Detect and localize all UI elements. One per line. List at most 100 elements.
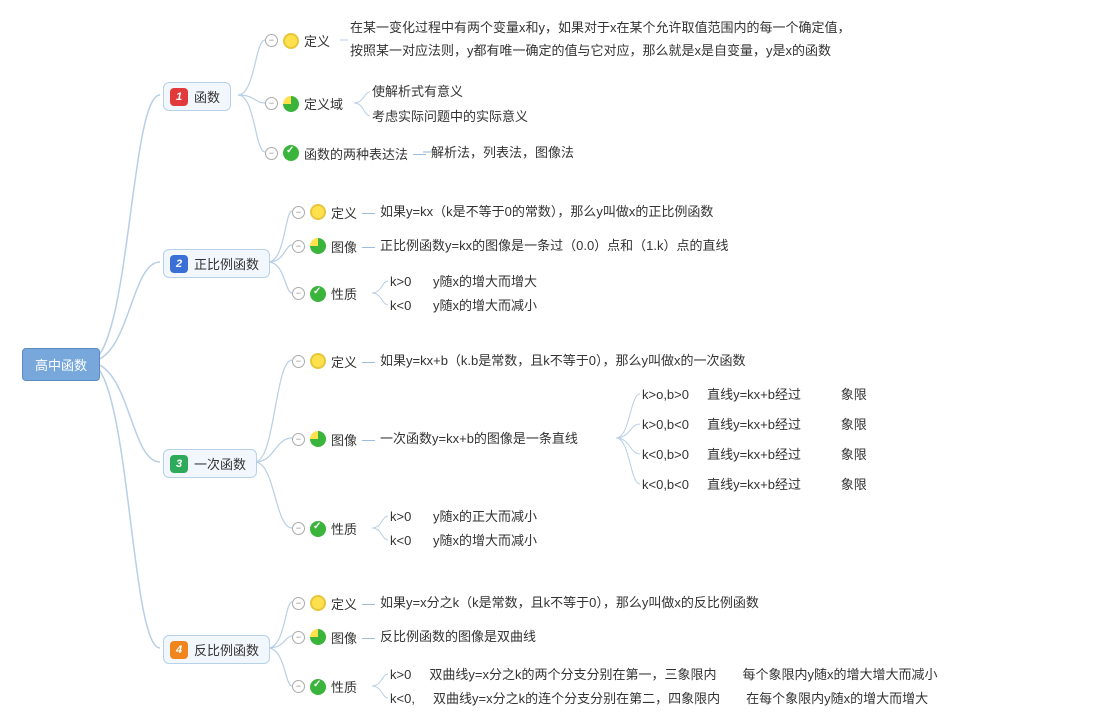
main-node-3[interactable]: 3 一次函数 bbox=[163, 449, 257, 478]
check-icon bbox=[283, 145, 299, 161]
toggle-icon[interactable]: − bbox=[292, 680, 305, 693]
sub-label: 定义 bbox=[331, 352, 357, 371]
toggle-icon[interactable]: − bbox=[292, 206, 305, 219]
main-node-4[interactable]: 4 反比例函数 bbox=[163, 635, 270, 664]
main-node-2[interactable]: 2 正比例函数 bbox=[163, 249, 270, 278]
sub-label: 函数的两种表达法 bbox=[304, 144, 408, 163]
cond: k<0, bbox=[390, 691, 415, 706]
leaf-text: 一次函数y=kx+b的图像是一条直线 bbox=[380, 429, 578, 450]
mid: 直线y=kx+b经过 bbox=[707, 417, 801, 432]
pie-icon bbox=[283, 96, 299, 112]
desc: y随x的正大而减小 bbox=[433, 509, 537, 524]
toggle-icon[interactable]: − bbox=[265, 34, 278, 47]
sub-label: 定义 bbox=[331, 594, 357, 613]
dash: — bbox=[362, 239, 375, 254]
check-icon bbox=[310, 286, 326, 302]
leaf-row: k>o,b>0 直线y=kx+b经过 象限 bbox=[642, 385, 867, 406]
leaf-text: 如果y=kx（k是不等于0的常数），那么y叫做x的正比例函数 bbox=[380, 202, 713, 223]
desc: y随x的增大而增大 bbox=[433, 274, 537, 289]
toggle-icon[interactable]: − bbox=[265, 147, 278, 160]
root-node[interactable]: 高中函数 bbox=[22, 348, 100, 381]
leaf-row: k>0 y随x的正大而减小 bbox=[390, 507, 537, 528]
leaf-text: 正比例函数y=kx的图像是一条过（0.0）点和（1.k）点的直线 bbox=[380, 236, 729, 257]
pie-icon bbox=[310, 238, 326, 254]
toggle-icon[interactable]: − bbox=[265, 97, 278, 110]
leaf-row: k>0,b<0 直线y=kx+b经过 象限 bbox=[642, 415, 867, 436]
toggle-icon[interactable]: − bbox=[292, 522, 305, 535]
yellow-icon bbox=[283, 33, 299, 49]
root-label: 高中函数 bbox=[35, 358, 87, 373]
dash: — bbox=[362, 205, 375, 220]
cond: k<0 bbox=[390, 298, 411, 313]
toggle-icon[interactable]: − bbox=[292, 597, 305, 610]
pie-icon bbox=[310, 629, 326, 645]
leaf-text: 使解析式有意义 bbox=[372, 82, 463, 103]
sub-2-0[interactable]: − 定义 — 如果y=kx（k是不等于0的常数），那么y叫做x的正比例函数 bbox=[292, 202, 713, 223]
sub-label: 图像 bbox=[331, 628, 357, 647]
leaf-row: k<0 y随x的增大而减小 bbox=[390, 531, 537, 552]
mid: 直线y=kx+b经过 bbox=[707, 447, 801, 462]
desc: 双曲线y=x分之k的连个分支分别在第二，四象限内 在每个象限内y随x的增大而增大 bbox=[433, 691, 928, 706]
main-label-3: 一次函数 bbox=[194, 454, 246, 473]
sub-label: 定义 bbox=[304, 31, 330, 50]
num-icon-4: 4 bbox=[170, 641, 188, 659]
leaf-text: 考虑实际问题中的实际意义 bbox=[372, 107, 528, 128]
dash: — bbox=[362, 432, 375, 447]
leaf-text: 反比例函数的图像是双曲线 bbox=[380, 627, 536, 648]
sub-label: 性质 bbox=[331, 284, 357, 303]
main-node-1[interactable]: 1 函数 bbox=[163, 82, 231, 111]
main-label-2: 正比例函数 bbox=[194, 254, 259, 273]
check-icon bbox=[310, 679, 326, 695]
sub-3-1[interactable]: − 图像 — 一次函数y=kx+b的图像是一条直线 bbox=[292, 429, 578, 450]
sub-label: 图像 bbox=[331, 237, 357, 256]
cond: k<0,b>0 bbox=[642, 447, 689, 462]
sub-3-0[interactable]: − 定义 — 如果y=kx+b（k.b是常数，且k不等于0），那么y叫做x的一次… bbox=[292, 351, 746, 372]
sub-label: 性质 bbox=[331, 677, 357, 696]
num-icon-2: 2 bbox=[170, 255, 188, 273]
cond: k<0 bbox=[390, 533, 411, 548]
toggle-icon[interactable]: − bbox=[292, 631, 305, 644]
sub-label: 图像 bbox=[331, 430, 357, 449]
tail: 象限 bbox=[841, 417, 867, 432]
desc: y随x的增大而减小 bbox=[433, 298, 537, 313]
sub-4-0[interactable]: − 定义 — 如果y=x分之k（k是常数，且k不等于0），那么y叫做x的反比例函… bbox=[292, 593, 759, 614]
sub-label: 定义 bbox=[331, 203, 357, 222]
sub-label: 定义域 bbox=[304, 94, 343, 113]
sub-4-2[interactable]: − 性质 bbox=[292, 677, 357, 696]
sub-3-2[interactable]: − 性质 bbox=[292, 519, 357, 538]
tail: 象限 bbox=[841, 477, 867, 492]
dash: — bbox=[362, 596, 375, 611]
dash: — bbox=[362, 630, 375, 645]
yellow-icon bbox=[310, 595, 326, 611]
leaf-text: 在某一变化过程中有两个变量x和y，如果对于x在某个允许取值范围内的每一个确定值， bbox=[350, 18, 851, 39]
cond: k>0 bbox=[390, 509, 411, 524]
sub-1-1[interactable]: − 定义域 bbox=[265, 94, 343, 113]
sub-label: 性质 bbox=[331, 519, 357, 538]
cond: k>0 bbox=[390, 667, 411, 682]
cond: k>0 bbox=[390, 274, 411, 289]
leaf-row: k<0, 双曲线y=x分之k的连个分支分别在第二，四象限内 在每个象限内y随x的… bbox=[390, 689, 928, 710]
num-icon-1: 1 bbox=[170, 88, 188, 106]
cond: k<0,b<0 bbox=[642, 477, 689, 492]
main-label-4: 反比例函数 bbox=[194, 640, 259, 659]
yellow-icon bbox=[310, 204, 326, 220]
mid: 直线y=kx+b经过 bbox=[707, 387, 801, 402]
toggle-icon[interactable]: − bbox=[292, 240, 305, 253]
dash: — bbox=[413, 146, 426, 161]
leaf-text: 如果y=x分之k（k是常数，且k不等于0），那么y叫做x的反比例函数 bbox=[380, 593, 759, 614]
main-label-1: 函数 bbox=[194, 87, 220, 106]
tail: 象限 bbox=[841, 447, 867, 462]
sub-4-1[interactable]: − 图像 — 反比例函数的图像是双曲线 bbox=[292, 627, 536, 648]
toggle-icon[interactable]: − bbox=[292, 287, 305, 300]
sub-1-2[interactable]: − 函数的两种表达法 — 解析法，列表法，图像法 bbox=[265, 143, 574, 164]
toggle-icon[interactable]: − bbox=[292, 355, 305, 368]
tail: 象限 bbox=[841, 387, 867, 402]
check-icon bbox=[310, 521, 326, 537]
sub-1-0[interactable]: − 定义 bbox=[265, 31, 330, 50]
leaf-row: k>0 双曲线y=x分之k的两个分支分别在第一，三象限内 每个象限内y随x的增大… bbox=[390, 665, 937, 686]
pie-icon bbox=[310, 431, 326, 447]
toggle-icon[interactable]: − bbox=[292, 433, 305, 446]
leaf-text: 如果y=kx+b（k.b是常数，且k不等于0），那么y叫做x的一次函数 bbox=[380, 351, 746, 372]
sub-2-2[interactable]: − 性质 bbox=[292, 284, 357, 303]
sub-2-1[interactable]: − 图像 — 正比例函数y=kx的图像是一条过（0.0）点和（1.k）点的直线 bbox=[292, 236, 729, 257]
